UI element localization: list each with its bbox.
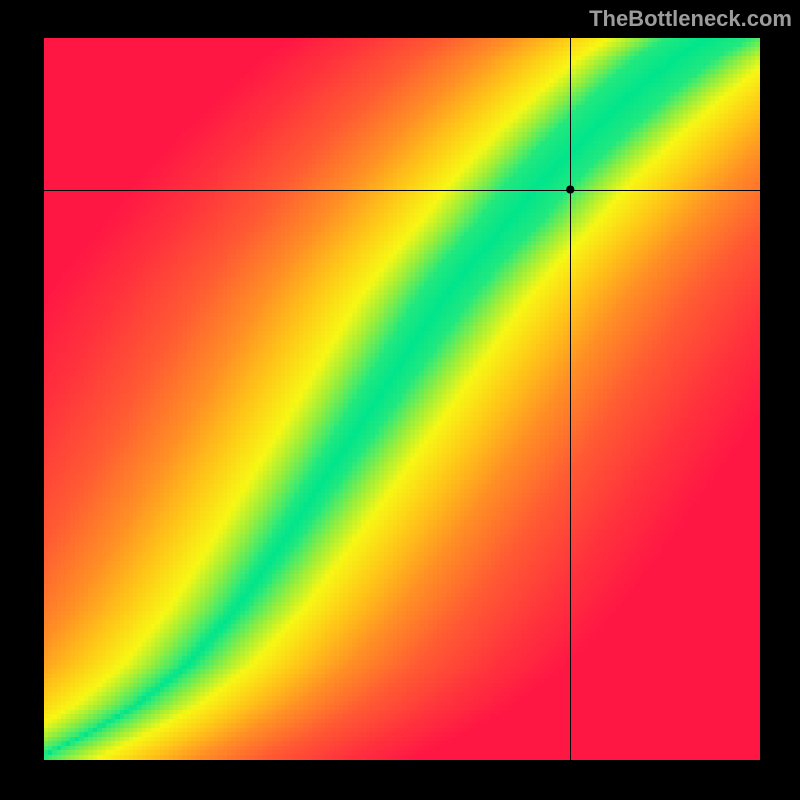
watermark-text: TheBottleneck.com [589, 6, 792, 32]
chart-container: TheBottleneck.com [0, 0, 800, 800]
bottleneck-heatmap [44, 38, 760, 760]
